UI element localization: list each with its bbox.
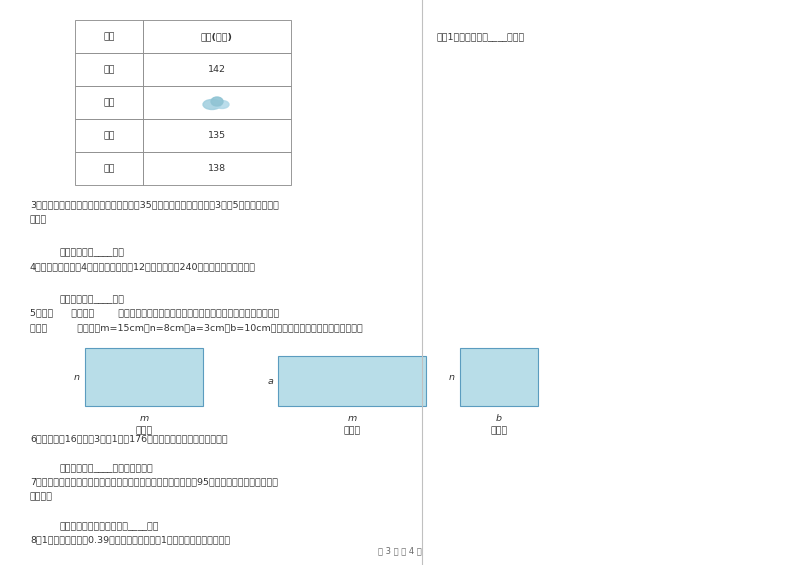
- Text: （三）: （三）: [490, 426, 508, 435]
- Bar: [75, 119, 143, 152]
- Text: 小红: 小红: [103, 65, 114, 74]
- Text: b: b: [496, 414, 502, 423]
- Text: n: n: [74, 372, 80, 381]
- Text: 答：最多能买____棵这样的树苗。: 答：最多能买____棵这样的树苗。: [60, 464, 154, 473]
- Text: 142: 142: [208, 65, 226, 74]
- Text: 答：每瓶饮料____元。: 答：每瓶饮料____元。: [60, 295, 125, 304]
- Bar: [278, 356, 426, 406]
- Bar: [143, 20, 291, 53]
- Bar: [460, 348, 538, 406]
- Bar: [143, 86, 291, 119]
- Bar: [75, 152, 143, 185]
- Text: 多少分？: 多少分？: [30, 492, 53, 501]
- Text: （一）: （一）: [135, 426, 153, 435]
- Text: m: m: [347, 414, 357, 423]
- Text: 138: 138: [208, 164, 226, 173]
- Text: 少元？: 少元？: [30, 215, 47, 224]
- Text: 5．第（      ）个和（        ）个长方形可以拼成一个新的大长方形，拼成后的面积用字母表: 5．第（ ）个和（ ）个长方形可以拼成一个新的大长方形，拼成后的面积用字母表: [30, 308, 279, 317]
- Text: 答：1吨黄豆可榨油____千克。: 答：1吨黄豆可榨油____千克。: [437, 32, 526, 41]
- Text: n: n: [449, 372, 455, 381]
- Text: 小刚: 小刚: [103, 131, 114, 140]
- Text: 答：这四人的数学总成绩是____分。: 答：这四人的数学总成绩是____分。: [60, 522, 159, 531]
- Ellipse shape: [203, 99, 221, 110]
- Text: 6．每棵树苗16元，买3棵送1棵，176元最多能买多少棵这样的树苗？: 6．每棵树苗16元，买3棵送1棵，176元最多能买多少棵这样的树苗？: [30, 434, 228, 443]
- Text: 8．1千克黄豆可榨油0.39千克，照这样计算，1吨黄豆可榨油多少千克？: 8．1千克黄豆可榨油0.39千克，照这样计算，1吨黄豆可榨油多少千克？: [30, 535, 230, 544]
- Text: 135: 135: [208, 131, 226, 140]
- Text: 4．日用品商店买了4箱饮料，每箱饮料12瓶，一共花了240元。每瓶饮料多少元？: 4．日用品商店买了4箱饮料，每箱饮料12瓶，一共花了240元。每瓶饮料多少元？: [30, 262, 256, 271]
- Text: m: m: [139, 414, 149, 423]
- Bar: [143, 53, 291, 86]
- Text: 姓名: 姓名: [103, 32, 114, 41]
- Bar: [143, 119, 291, 152]
- Bar: [85, 348, 203, 406]
- Text: 第 3 页 共 4 页: 第 3 页 共 4 页: [378, 546, 422, 555]
- Text: 小强: 小强: [103, 98, 114, 107]
- Text: 示是（          ）。如果m=15cm，n=8cm，a=3cm，b=10cm，那拼成后的面积是多少平方厘米？: 示是（ ）。如果m=15cm，n=8cm，a=3cm，b=10cm，那拼成后的面…: [30, 323, 362, 332]
- Text: 3．平平在为汶川灾区捐款活动中，共捐款35元，露露捐的款比平平的3倍少5元，露露捐款多: 3．平平在为汶川灾区捐款活动中，共捐款35元，露露捐的款比平平的3倍少5元，露露…: [30, 200, 279, 209]
- Text: 7．在一次数学测验中，李明、张红、王圆和佳华的数学平均分是95分，这四人的数学总成绩是: 7．在一次数学测验中，李明、张红、王圆和佳华的数学平均分是95分，这四人的数学总…: [30, 477, 278, 486]
- Text: 平均: 平均: [103, 164, 114, 173]
- Bar: [75, 86, 143, 119]
- Text: a: a: [267, 376, 273, 385]
- Text: 身高(厘米): 身高(厘米): [201, 32, 233, 41]
- Bar: [143, 152, 291, 185]
- Bar: [75, 53, 143, 86]
- Ellipse shape: [211, 97, 223, 106]
- Bar: [75, 20, 143, 53]
- Ellipse shape: [215, 101, 229, 108]
- Text: （二）: （二）: [343, 426, 361, 435]
- Text: 答：露露捐款____元。: 答：露露捐款____元。: [60, 248, 125, 257]
